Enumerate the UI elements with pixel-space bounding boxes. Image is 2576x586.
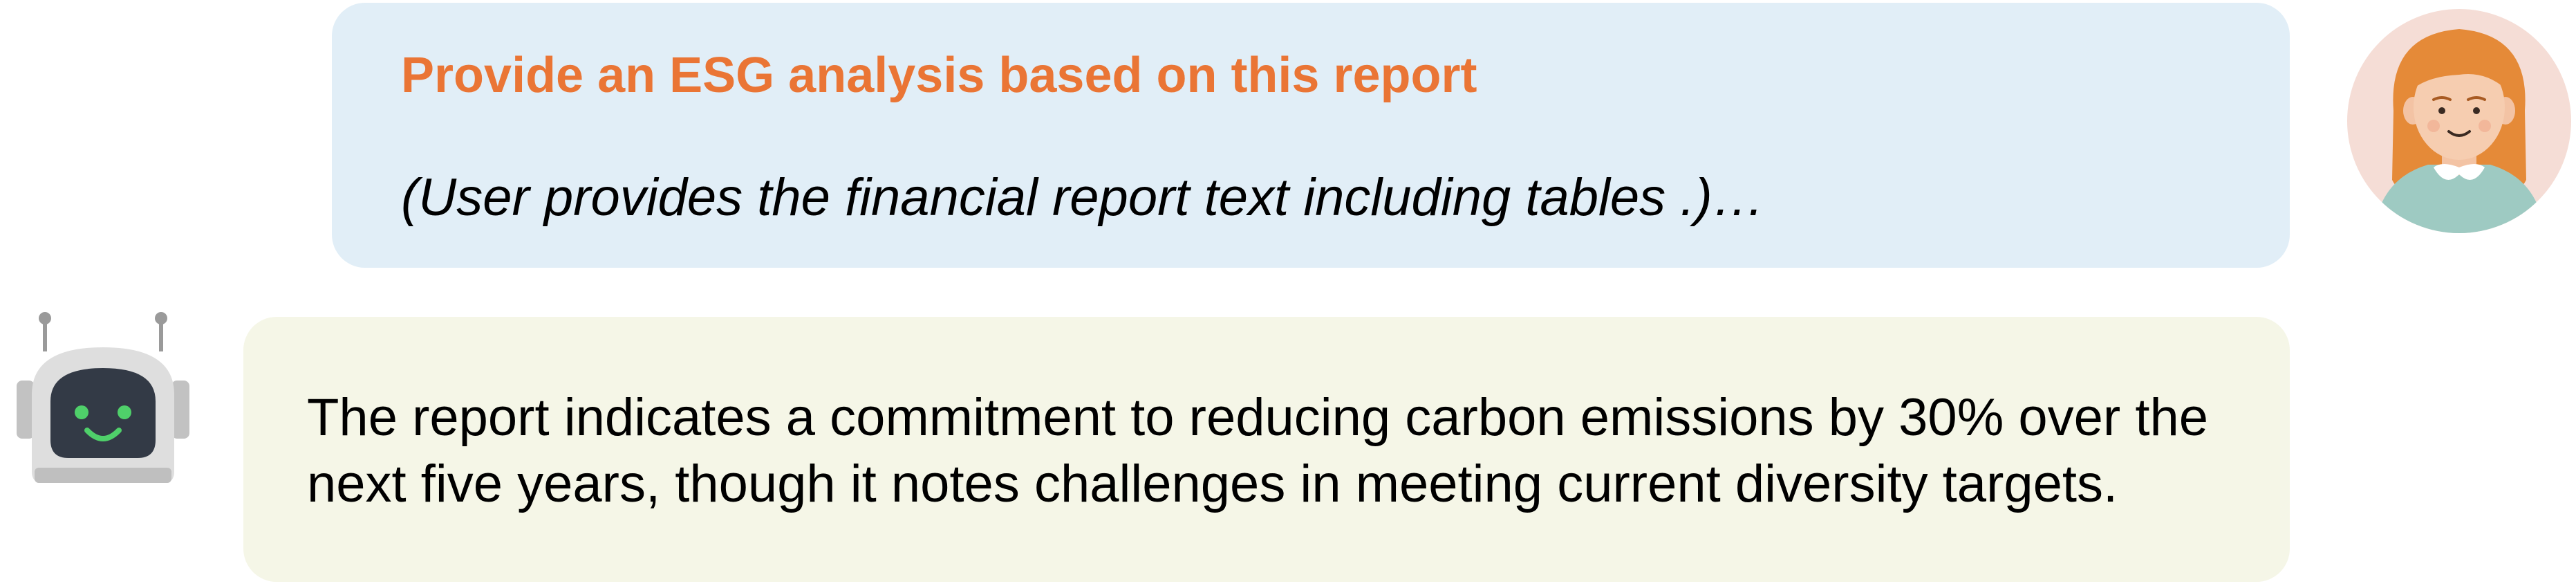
user-avatar-icon <box>2345 7 2573 235</box>
assistant-message-text: The report indicates a commitment to red… <box>307 388 2208 513</box>
assistant-message-bubble: The report indicates a commitment to red… <box>243 317 2290 582</box>
user-message-bubble: Provide an ESG analysis based on this re… <box>332 3 2290 268</box>
user-message-note: (User provides the financial report text… <box>401 168 1765 227</box>
robot-icon <box>12 311 194 493</box>
user-message-title: Provide an ESG analysis based on this re… <box>401 48 1477 103</box>
